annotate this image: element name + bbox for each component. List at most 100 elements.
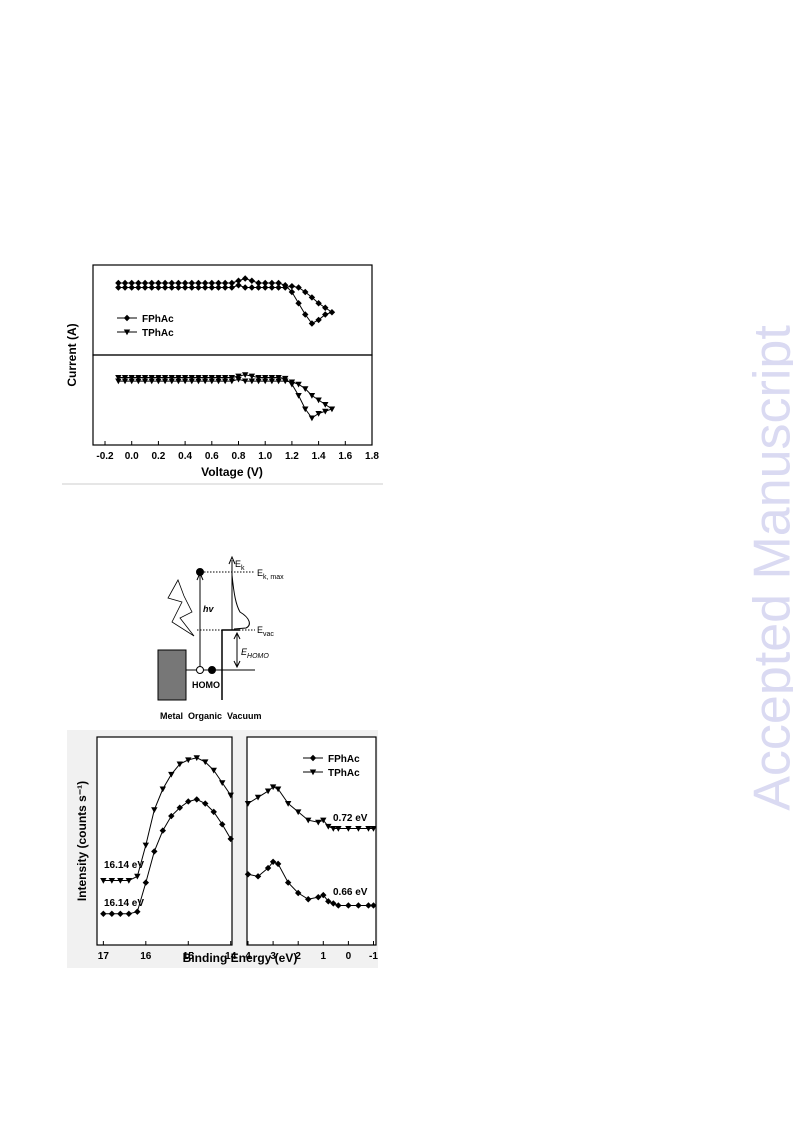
data-marker <box>244 801 252 807</box>
data-marker <box>274 786 282 793</box>
ehomo-label: EHOMO <box>241 647 269 660</box>
ek-arrowhead <box>228 555 236 565</box>
data-marker <box>275 279 282 287</box>
data-marker <box>262 374 269 381</box>
data-marker <box>248 378 256 385</box>
watermark: Accepted Manuscript <box>744 325 793 811</box>
data-marker <box>370 825 377 832</box>
x-tick-label: 1.8 <box>365 451 379 462</box>
data-marker <box>284 801 292 807</box>
annotation: 0.72 eV <box>333 813 368 824</box>
data-marker <box>315 410 322 417</box>
data-marker <box>228 284 236 291</box>
data-marker <box>128 378 135 385</box>
data-marker <box>322 408 329 415</box>
data-marker <box>135 284 142 291</box>
x-tick-label: 4 <box>245 951 251 962</box>
data-marker <box>201 378 209 385</box>
organic-label: Organic <box>188 711 222 721</box>
data-marker <box>241 284 249 291</box>
data-marker <box>235 277 242 284</box>
legend-marker <box>309 769 317 776</box>
data-marker <box>302 288 309 296</box>
data-marker <box>125 910 133 917</box>
x-tick-label: 0.8 <box>232 451 246 462</box>
data-marker <box>141 374 149 381</box>
data-marker <box>308 415 316 422</box>
data-marker <box>115 284 122 291</box>
data-marker <box>195 284 202 291</box>
annotation: 0.66 eV <box>333 887 368 898</box>
data-marker <box>175 284 182 291</box>
data-marker <box>335 825 342 832</box>
data-marker <box>175 374 182 381</box>
data-marker <box>168 374 175 381</box>
data-marker <box>175 378 182 385</box>
data-marker <box>128 284 135 291</box>
data-marker <box>294 809 302 816</box>
data-marker <box>254 794 262 801</box>
data-marker <box>148 378 155 385</box>
data-marker <box>210 808 217 816</box>
data-marker <box>135 378 142 385</box>
data-marker <box>134 873 141 880</box>
data-marker <box>288 379 296 386</box>
legend-marker <box>309 754 317 762</box>
data-marker <box>355 902 362 909</box>
data-marker <box>227 792 234 799</box>
data-marker <box>254 873 262 880</box>
data-marker <box>155 279 162 287</box>
data-marker <box>255 284 262 291</box>
data-marker <box>248 277 256 284</box>
data-marker <box>235 373 242 380</box>
data-marker <box>325 823 332 830</box>
y-axis-label: Current (A) <box>65 323 79 386</box>
data-marker <box>195 279 202 287</box>
x-tick-label: 1.6 <box>338 451 352 462</box>
x-axis-label: Binding Energy (eV) <box>183 951 298 965</box>
data-marker <box>195 378 202 385</box>
data-marker <box>128 279 135 287</box>
x-tick-label: 2 <box>295 951 301 962</box>
x-tick-label: 1 <box>321 951 327 962</box>
data-marker <box>208 284 216 291</box>
data-marker <box>294 889 302 897</box>
data-marker <box>335 902 342 909</box>
data-marker <box>219 780 226 786</box>
data-marker <box>141 279 149 287</box>
data-marker <box>262 279 269 287</box>
data-marker <box>115 374 122 381</box>
data-marker <box>155 378 162 385</box>
data-marker <box>210 767 217 774</box>
data-marker <box>201 284 209 291</box>
data-marker <box>141 284 149 291</box>
data-marker <box>325 898 332 905</box>
data-marker <box>255 378 262 385</box>
data-marker <box>188 378 195 385</box>
data-marker <box>305 896 312 903</box>
data-marker <box>219 821 226 828</box>
data-marker <box>201 374 209 381</box>
data-marker <box>235 282 242 289</box>
x-tick-label: 17 <box>98 951 110 962</box>
data-marker <box>142 879 150 886</box>
data-marker <box>168 279 175 287</box>
data-marker <box>315 300 322 307</box>
label-base: E <box>257 568 263 578</box>
x-tick-label: 0.4 <box>178 451 192 462</box>
data-marker <box>201 279 209 287</box>
data-marker <box>188 284 195 291</box>
data-marker <box>168 771 175 778</box>
legend-label: TPhAc <box>142 328 174 339</box>
label-sub: k <box>241 565 245 572</box>
x-tick-label: -1 <box>369 951 378 962</box>
data-marker <box>215 284 222 291</box>
data-marker <box>181 378 189 385</box>
homo-label: HOMO <box>192 680 220 690</box>
data-marker <box>255 279 262 287</box>
data-marker <box>108 910 116 917</box>
data-marker <box>193 796 200 803</box>
data-marker <box>284 879 292 886</box>
series-line <box>103 757 232 882</box>
